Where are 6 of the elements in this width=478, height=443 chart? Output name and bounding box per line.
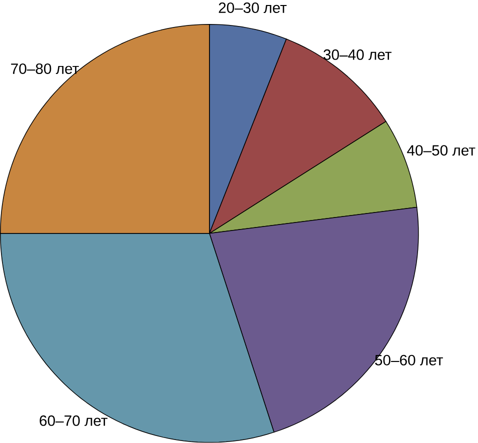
slice-label: 50–60 лет: [375, 354, 443, 366]
slice-label: 30–40 лет: [324, 50, 392, 60]
slice-label: 20–30 лет: [218, 2, 287, 14]
slice-label: 70–80 лет: [11, 64, 79, 74]
slice-label: 60–70 лет: [40, 415, 108, 426]
slice-label: 40–50 лет: [407, 145, 476, 156]
